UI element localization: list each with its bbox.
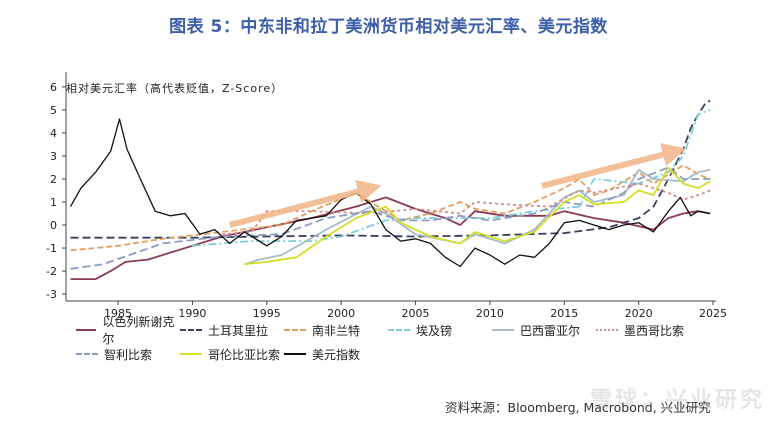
watermark: 雪球：兴业研究 bbox=[590, 388, 766, 413]
legend-item: 智利比索 bbox=[76, 346, 180, 363]
y-axis-label: 相对美元汇率（高代表贬值，Z-Score） bbox=[66, 82, 284, 95]
trend-arrow-1 bbox=[541, 143, 687, 189]
y-tick-label: 0 bbox=[50, 219, 57, 232]
series-line-8 bbox=[69, 118, 711, 268]
legend-swatch bbox=[388, 329, 410, 331]
legend-swatch bbox=[284, 329, 306, 331]
x-tick-label: 1990 bbox=[178, 307, 206, 320]
y-tick-label: 2 bbox=[50, 173, 57, 186]
x-tick-label: 2005 bbox=[402, 307, 430, 320]
x-tick-label: 2000 bbox=[327, 307, 355, 320]
y-tick-label: -3 bbox=[46, 288, 57, 301]
page-title: 图表 5：中东非和拉丁美洲货币相对美元汇率、美元指数 bbox=[169, 17, 608, 37]
legend-swatch bbox=[76, 353, 98, 355]
legend-item: 南非兰特 bbox=[284, 322, 388, 339]
legend-label: 以色列新谢克尔 bbox=[102, 315, 175, 346]
legend-item: 以色列新谢克尔 bbox=[76, 313, 180, 347]
source-note: 资料来源：Bloomberg, Macrobond, 兴业研究 bbox=[445, 400, 711, 415]
legend-item: 美元指数 bbox=[284, 346, 388, 363]
legend-swatch bbox=[284, 353, 306, 355]
legend-row: 以色列新谢克尔 土耳其里拉 南非兰特 埃及镑 巴西雷亚尔 墨西哥比索 bbox=[76, 315, 736, 346]
x-tick-label: 1995 bbox=[253, 307, 281, 320]
legend-swatch bbox=[596, 329, 618, 331]
legend-label: 土耳其里拉 bbox=[208, 323, 269, 338]
series-line-1 bbox=[70, 99, 711, 239]
legend-item: 哥伦比亚比索 bbox=[180, 346, 284, 363]
y-tick-label: 5 bbox=[50, 104, 57, 117]
series-line-5 bbox=[222, 182, 711, 236]
legend-label: 美元指数 bbox=[312, 347, 361, 362]
y-tick-label: 6 bbox=[50, 81, 57, 94]
y-tick-label: -2 bbox=[46, 265, 57, 278]
legend-swatch bbox=[76, 329, 97, 331]
y-tick-label: 1 bbox=[50, 196, 57, 209]
legend-item: 巴西雷亚尔 bbox=[492, 322, 596, 339]
legend-label: 巴西雷亚尔 bbox=[520, 323, 581, 338]
legend-label: 哥伦比亚比索 bbox=[208, 347, 281, 362]
chart-legend: 以色列新谢克尔 土耳其里拉 南非兰特 埃及镑 巴西雷亚尔 墨西哥比索智利比索 哥伦比亚比索 美… bbox=[76, 315, 736, 366]
x-tick-label: 1985 bbox=[104, 307, 132, 320]
y-tick-label: -1 bbox=[46, 242, 57, 255]
legend-item: 土耳其里拉 bbox=[180, 322, 284, 339]
trend-arrow-0 bbox=[228, 179, 382, 228]
legend-item: 墨西哥比索 bbox=[596, 322, 700, 339]
legend-swatch bbox=[492, 329, 514, 331]
legend-label: 墨西哥比索 bbox=[624, 323, 685, 338]
legend-swatch bbox=[180, 353, 202, 355]
series-line-6 bbox=[70, 166, 711, 270]
x-tick-label: 2020 bbox=[625, 307, 653, 320]
legend-label: 埃及镑 bbox=[416, 323, 453, 338]
x-tick-label: 2015 bbox=[550, 307, 578, 320]
x-tick-label: 2025 bbox=[699, 307, 727, 320]
legend-label: 南非兰特 bbox=[312, 323, 361, 338]
series-line-0 bbox=[70, 196, 711, 280]
legend-item: 埃及镑 bbox=[388, 322, 492, 339]
series-line-7 bbox=[244, 166, 711, 266]
y-tick-label: 3 bbox=[50, 150, 57, 163]
legend-swatch bbox=[180, 329, 202, 331]
series-line-2 bbox=[70, 164, 711, 252]
legend-row: 智利比索 哥伦比亚比索 美元指数 bbox=[76, 342, 736, 366]
y-tick-label: 4 bbox=[50, 127, 57, 140]
legend-label: 智利比索 bbox=[104, 347, 153, 362]
x-tick-label: 2010 bbox=[476, 307, 504, 320]
